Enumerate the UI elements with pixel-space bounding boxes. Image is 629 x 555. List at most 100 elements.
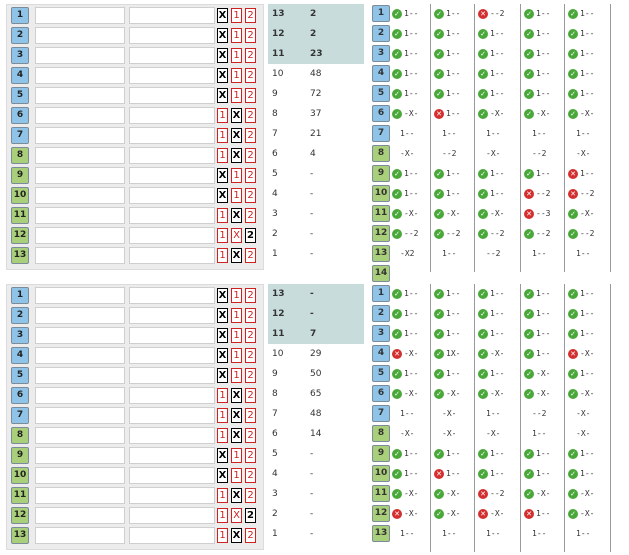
pick-x-button[interactable]: 1	[231, 308, 242, 323]
away-team-field[interactable]	[129, 187, 215, 204]
pick-2-button[interactable]: 2	[245, 228, 256, 243]
away-team-field[interactable]	[129, 387, 215, 404]
away-team-field[interactable]	[129, 247, 215, 264]
away-team-field[interactable]	[129, 67, 215, 84]
home-team-field[interactable]	[35, 207, 125, 224]
away-team-field[interactable]	[129, 327, 215, 344]
pick-1-button[interactable]: X	[217, 48, 228, 63]
away-team-field[interactable]	[129, 447, 215, 464]
home-team-field[interactable]	[35, 487, 125, 504]
pick-2-button[interactable]: 2	[245, 148, 256, 163]
home-team-field[interactable]	[35, 367, 125, 384]
pick-1-button[interactable]: 1	[217, 428, 228, 443]
pick-1-button[interactable]: 1	[217, 388, 228, 403]
pick-1-button[interactable]: X	[217, 368, 228, 383]
home-team-field[interactable]	[35, 27, 125, 44]
pick-x-button[interactable]: 1	[231, 468, 242, 483]
away-team-field[interactable]	[129, 7, 215, 24]
pick-x-button[interactable]: 1	[231, 348, 242, 363]
home-team-field[interactable]	[35, 87, 125, 104]
pick-x-button[interactable]: 1	[231, 368, 242, 383]
pick-2-button[interactable]: 2	[245, 488, 256, 503]
pick-2-button[interactable]: 2	[245, 408, 256, 423]
pick-1-button[interactable]: 1	[217, 128, 228, 143]
home-team-field[interactable]	[35, 407, 125, 424]
pick-1-button[interactable]: X	[217, 188, 228, 203]
pick-1-button[interactable]: 1	[217, 528, 228, 543]
pick-2-button[interactable]: 2	[245, 88, 256, 103]
away-team-field[interactable]	[129, 47, 215, 64]
pick-2-button[interactable]: 2	[245, 8, 256, 23]
pick-x-button[interactable]: 1	[231, 88, 242, 103]
pick-x-button[interactable]: 1	[231, 8, 242, 23]
pick-1-button[interactable]: X	[217, 308, 228, 323]
pick-1-button[interactable]: 1	[217, 208, 228, 223]
home-team-field[interactable]	[35, 447, 125, 464]
pick-2-button[interactable]: 2	[245, 308, 256, 323]
pick-x-button[interactable]: 1	[231, 448, 242, 463]
pick-2-button[interactable]: 2	[245, 448, 256, 463]
pick-1-button[interactable]: 1	[217, 248, 228, 263]
pick-1-button[interactable]: X	[217, 88, 228, 103]
away-team-field[interactable]	[129, 207, 215, 224]
away-team-field[interactable]	[129, 367, 215, 384]
home-team-field[interactable]	[35, 167, 125, 184]
pick-x-button[interactable]: X	[231, 148, 242, 163]
pick-2-button[interactable]: 2	[245, 128, 256, 143]
home-team-field[interactable]	[35, 147, 125, 164]
pick-2-button[interactable]: 2	[245, 68, 256, 83]
pick-1-button[interactable]: X	[217, 288, 228, 303]
away-team-field[interactable]	[129, 307, 215, 324]
pick-x-button[interactable]: X	[231, 248, 242, 263]
pick-2-button[interactable]: 2	[245, 188, 256, 203]
pick-1-button[interactable]: X	[217, 68, 228, 83]
pick-2-button[interactable]: 2	[245, 468, 256, 483]
home-team-field[interactable]	[35, 7, 125, 24]
pick-x-button[interactable]: 1	[231, 288, 242, 303]
pick-x-button[interactable]: X	[231, 208, 242, 223]
pick-x-button[interactable]: X	[231, 108, 242, 123]
away-team-field[interactable]	[129, 227, 215, 244]
pick-x-button[interactable]: X	[231, 488, 242, 503]
pick-2-button[interactable]: 2	[245, 528, 256, 543]
pick-1-button[interactable]: X	[217, 168, 228, 183]
pick-1-button[interactable]: 1	[217, 508, 228, 523]
pick-2-button[interactable]: 2	[245, 168, 256, 183]
away-team-field[interactable]	[129, 27, 215, 44]
away-team-field[interactable]	[129, 287, 215, 304]
home-team-field[interactable]	[35, 327, 125, 344]
pick-2-button[interactable]: 2	[245, 48, 256, 63]
pick-2-button[interactable]: 2	[245, 348, 256, 363]
home-team-field[interactable]	[35, 507, 125, 524]
home-team-field[interactable]	[35, 187, 125, 204]
pick-x-button[interactable]: 1	[231, 188, 242, 203]
pick-x-button[interactable]: 1	[231, 68, 242, 83]
pick-x-button[interactable]: X	[231, 528, 242, 543]
pick-x-button[interactable]: 1	[231, 168, 242, 183]
pick-1-button[interactable]: X	[217, 468, 228, 483]
pick-2-button[interactable]: 2	[245, 108, 256, 123]
pick-2-button[interactable]: 2	[245, 388, 256, 403]
home-team-field[interactable]	[35, 47, 125, 64]
away-team-field[interactable]	[129, 487, 215, 504]
pick-1-button[interactable]: 1	[217, 148, 228, 163]
pick-2-button[interactable]: 2	[245, 248, 256, 263]
away-team-field[interactable]	[129, 527, 215, 544]
pick-2-button[interactable]: 2	[245, 328, 256, 343]
pick-x-button[interactable]: X	[231, 388, 242, 403]
pick-1-button[interactable]: 1	[217, 108, 228, 123]
pick-x-button[interactable]: X	[231, 128, 242, 143]
pick-x-button[interactable]: 1	[231, 48, 242, 63]
pick-1-button[interactable]: 1	[217, 408, 228, 423]
away-team-field[interactable]	[129, 127, 215, 144]
pick-x-button[interactable]: X	[231, 428, 242, 443]
pick-1-button[interactable]: X	[217, 448, 228, 463]
away-team-field[interactable]	[129, 167, 215, 184]
home-team-field[interactable]	[35, 287, 125, 304]
pick-x-button[interactable]: X	[231, 408, 242, 423]
home-team-field[interactable]	[35, 527, 125, 544]
home-team-field[interactable]	[35, 107, 125, 124]
home-team-field[interactable]	[35, 227, 125, 244]
pick-1-button[interactable]: 1	[217, 228, 228, 243]
away-team-field[interactable]	[129, 467, 215, 484]
